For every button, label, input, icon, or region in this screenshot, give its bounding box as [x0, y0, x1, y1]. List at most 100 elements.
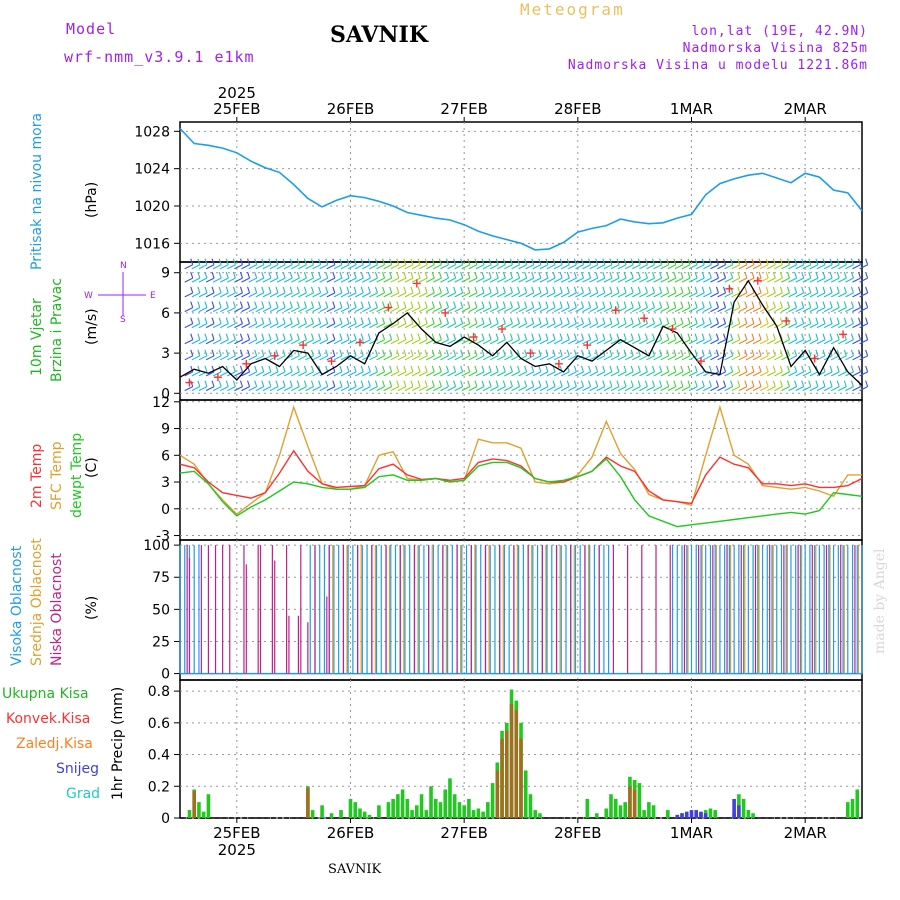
wind-barb — [724, 323, 733, 329]
wind-barb — [525, 386, 534, 392]
wind-barb-flag — [396, 349, 400, 356]
wind-barb — [347, 307, 357, 313]
wind-barb — [518, 277, 527, 283]
wind-barb-flag — [595, 317, 599, 324]
wind-barb — [610, 339, 620, 345]
wind-barb — [859, 323, 868, 329]
wind-barb — [745, 386, 755, 392]
wind-barb — [852, 292, 861, 298]
wind-barb-flag — [488, 380, 492, 387]
wind-barb-flag — [190, 271, 194, 279]
wind-barb — [603, 339, 613, 345]
wind-barb-flag — [374, 380, 378, 387]
wind-barb-flag — [389, 380, 393, 387]
wind-barb-flag — [801, 286, 805, 294]
wind-barb-flag — [616, 349, 620, 356]
wind-barb-flag — [694, 258, 698, 265]
wind-barb — [838, 264, 847, 270]
wind-barb-flag — [609, 301, 613, 308]
wind-barb-flag — [417, 317, 421, 324]
wind-barb — [539, 386, 549, 392]
wind-barb — [440, 339, 449, 345]
wind-barb — [710, 355, 719, 361]
wind-barb — [674, 264, 684, 270]
wind-barb — [198, 339, 208, 345]
wind-barb-flag — [232, 333, 236, 340]
wind-barb-flag — [680, 333, 684, 340]
wind-barb — [333, 386, 343, 392]
precip-bar — [713, 810, 717, 818]
wind-barb — [717, 386, 726, 392]
wind-barb-flag — [694, 286, 698, 294]
wind-barb-flag — [275, 317, 279, 324]
wind-barb — [262, 323, 272, 329]
wind-barb — [695, 277, 705, 283]
precip-bar — [471, 810, 476, 818]
wind-barb-flag — [453, 271, 457, 279]
wind-barb-flag — [225, 286, 229, 294]
wind-barb-flag — [431, 365, 435, 373]
wind-barb — [212, 339, 222, 345]
wind-barb-flag — [708, 286, 712, 294]
wind-barb — [319, 264, 328, 270]
wind-barb — [653, 307, 662, 313]
wind-barb — [362, 264, 371, 270]
wind-barb — [610, 355, 620, 361]
wind-barb — [255, 264, 265, 270]
wind-barb-flag — [190, 286, 194, 294]
legend-total-rain: Ukupna Kisa — [2, 686, 89, 702]
wind-barb-flag — [339, 258, 343, 265]
wind-barb — [319, 292, 328, 298]
wind-barb-flag — [318, 349, 322, 356]
wind-barb-flag — [204, 349, 208, 356]
wind-barb — [539, 307, 549, 313]
wind-barb-flag — [353, 301, 357, 308]
wind-barb — [632, 292, 641, 298]
wind-barb-flag — [360, 317, 364, 324]
wind-barb — [802, 339, 812, 345]
wind-barb — [276, 371, 286, 377]
wind-barb-flag — [218, 333, 222, 340]
wind-barb-flag — [666, 380, 670, 387]
wind-barb-flag — [318, 258, 322, 265]
bottom-day-label: 26FEB — [327, 824, 374, 842]
wind-barb-flag — [566, 349, 570, 356]
wind-barb — [745, 355, 755, 361]
wind-barb — [404, 339, 414, 345]
wind-barb-flag — [382, 271, 386, 279]
wind-barb — [369, 355, 378, 361]
wind-barb-flag — [865, 333, 869, 340]
wind-barb-flag — [623, 301, 627, 308]
ytick-label: 0 — [161, 502, 170, 518]
wind-barb — [575, 323, 584, 329]
wind-barb-flag — [545, 258, 549, 265]
wind-barb — [667, 355, 677, 361]
wind-barb-flag — [573, 258, 577, 265]
wind-barb — [724, 292, 733, 298]
wind-barb — [568, 307, 577, 313]
wind-barb-flag — [303, 301, 307, 308]
wind-barb — [404, 277, 414, 283]
wind-barb — [298, 355, 307, 361]
wind-barb-flag — [651, 380, 656, 387]
wind-barb — [269, 264, 279, 270]
ytick-label: 3 — [161, 475, 170, 491]
precip-bar — [448, 778, 452, 818]
wind-barb-flag — [296, 286, 300, 294]
wind-barb — [660, 292, 669, 298]
wind-barb — [575, 339, 584, 345]
wind-barb — [703, 339, 712, 345]
wind-barb — [532, 277, 542, 283]
wind-barb — [767, 292, 776, 298]
wind-barb-flag — [374, 317, 378, 324]
wind-barb-flag — [744, 365, 748, 373]
bottom-day-label: 27FEB — [440, 824, 487, 842]
wind-barb — [227, 307, 236, 313]
wind-barb-flag — [396, 301, 400, 308]
wind-barb-flag — [346, 380, 350, 387]
wind-barb-flag — [715, 286, 719, 294]
wind-barb — [198, 292, 208, 298]
wind-barb-flag — [602, 380, 606, 387]
wind-barb-flag — [651, 365, 656, 373]
wind-barb — [752, 355, 762, 361]
